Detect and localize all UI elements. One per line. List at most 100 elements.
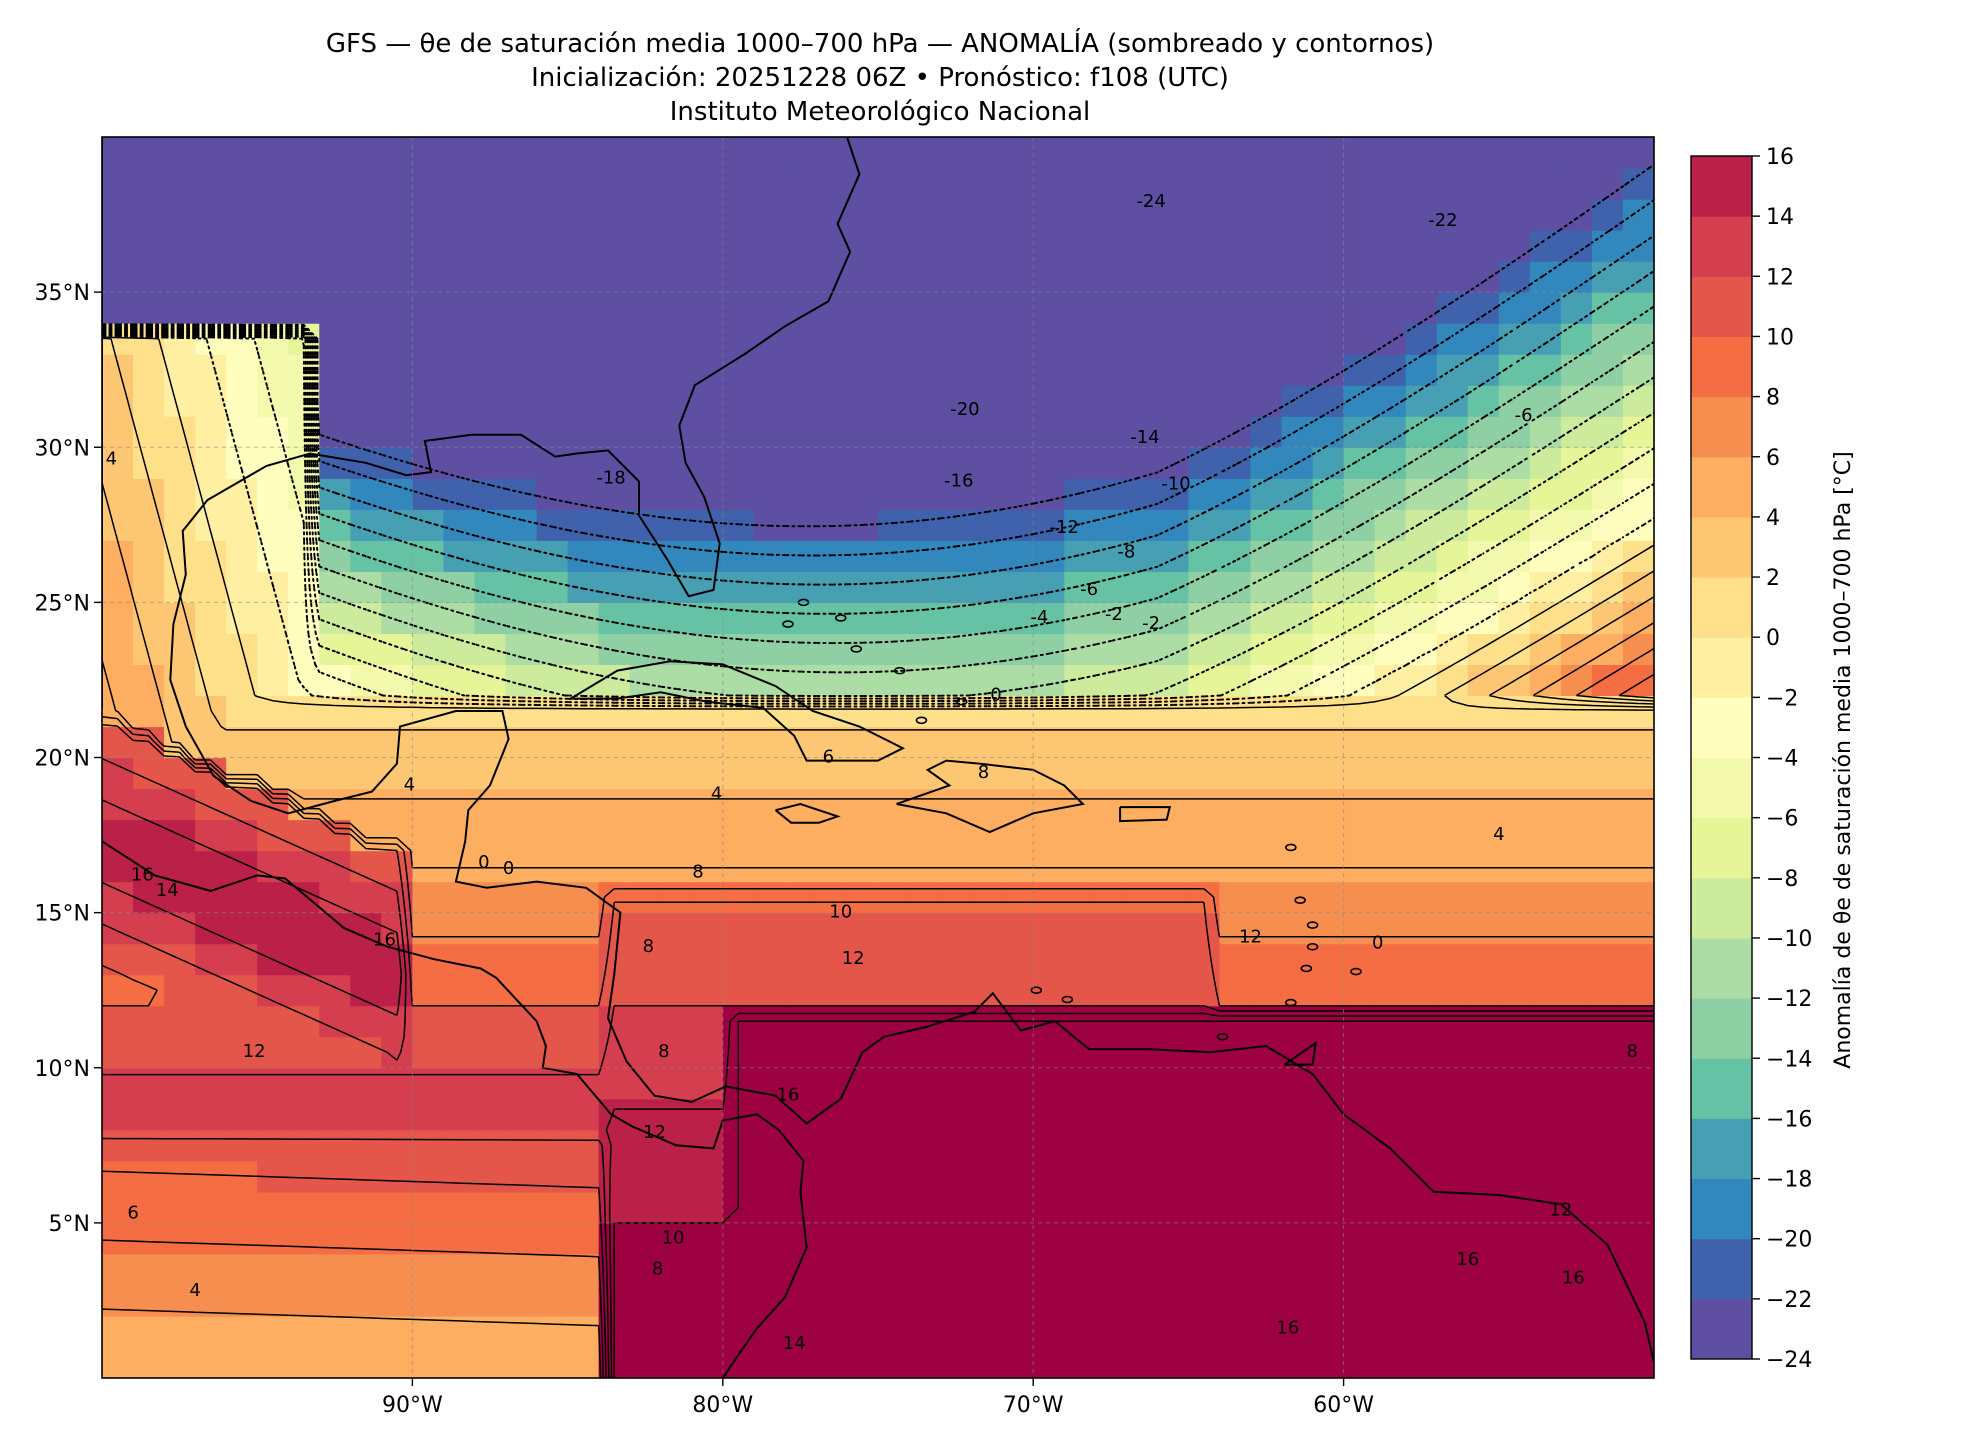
field-cell	[1250, 168, 1283, 200]
field-cell	[505, 1160, 538, 1193]
field-cell	[909, 633, 941, 666]
field-cell	[1312, 416, 1345, 448]
field-cell	[629, 416, 662, 448]
field-cell	[1157, 1346, 1189, 1378]
field-cell	[1374, 726, 1407, 759]
field-cell	[567, 1129, 600, 1162]
field-cell	[133, 1036, 165, 1069]
field-cell	[1591, 757, 1624, 790]
field-cell	[505, 1005, 538, 1038]
field-cell	[567, 1005, 600, 1038]
field-cell	[381, 1315, 413, 1348]
field-cell	[567, 819, 600, 852]
field-cell	[815, 819, 848, 852]
field-cell	[443, 323, 476, 355]
map-axes: 90°W 80°W 70°W 60°W35°N30°N25°N20°N15°N10°N…	[35, 281, 1375, 1418]
field-cell	[1033, 1284, 1065, 1317]
field-cell	[567, 1098, 600, 1131]
field-cell	[350, 199, 382, 231]
field-cell	[257, 1036, 289, 1069]
field-cell	[1467, 1346, 1500, 1378]
coastline	[896, 759, 1085, 834]
field-cell	[1591, 819, 1624, 852]
field-cell	[784, 230, 817, 262]
field-cell	[1064, 1098, 1096, 1131]
field-cell	[971, 788, 1003, 821]
field-cell	[1560, 137, 1593, 169]
field-cell	[846, 664, 879, 697]
field-cell	[1405, 1129, 1438, 1162]
field-cell	[505, 478, 538, 510]
field-cell	[443, 726, 476, 759]
field-cell	[1064, 416, 1096, 448]
field-cell	[1033, 788, 1065, 821]
field-cell	[226, 664, 258, 697]
field-cell	[1529, 726, 1562, 759]
field-cell	[1622, 540, 1654, 572]
field-cell	[909, 1129, 941, 1162]
field-cell	[1591, 633, 1624, 666]
field-cell	[1560, 292, 1593, 324]
field-cell	[443, 1222, 476, 1255]
field-cell	[412, 385, 445, 417]
field-cell	[1064, 664, 1096, 697]
field-cell	[381, 416, 413, 448]
field-cell	[722, 478, 755, 510]
field-cell	[133, 1253, 165, 1286]
field-cell	[195, 1284, 227, 1317]
field-cell	[1529, 509, 1562, 541]
field-cell	[443, 1253, 476, 1286]
contour-level	[102, 336, 1654, 710]
contour-label: 4	[106, 449, 117, 470]
field-cell	[940, 168, 972, 200]
field-cell	[784, 633, 817, 666]
field-cell	[722, 974, 755, 1007]
field-cell	[412, 850, 445, 883]
field-cell	[1188, 1098, 1221, 1131]
field-cell	[1560, 1067, 1593, 1100]
field-cell	[1312, 199, 1345, 231]
contour-label: 8	[643, 936, 654, 957]
field-cell	[1529, 199, 1562, 231]
colorbar-segment	[1691, 577, 1752, 638]
field-cell	[1343, 943, 1376, 976]
field-cell	[1498, 1036, 1531, 1069]
field-cell	[909, 447, 941, 479]
field-cell	[1281, 788, 1314, 821]
field-cell	[1157, 1036, 1189, 1069]
field-cell	[846, 168, 879, 200]
field-cell	[940, 1098, 972, 1131]
field-cell	[257, 478, 289, 510]
field-cell	[288, 974, 320, 1007]
field-cell	[133, 1098, 165, 1131]
field-cell	[1281, 1098, 1314, 1131]
field-cell	[1281, 292, 1314, 324]
field-cell	[350, 1036, 382, 1069]
contour-label: -18	[596, 467, 625, 488]
field-cell	[443, 385, 476, 417]
field-cell	[536, 726, 569, 759]
field-cell	[1343, 974, 1376, 1007]
field-cell	[1002, 509, 1034, 541]
field-cell	[846, 602, 879, 634]
field-cell	[1064, 1129, 1096, 1162]
field-cell	[1281, 261, 1314, 293]
field-cell	[753, 1191, 786, 1224]
field-cell	[505, 1346, 538, 1378]
field-cell	[815, 168, 848, 200]
field-cell	[505, 819, 538, 852]
field-cell	[878, 695, 910, 728]
field-cell	[846, 1346, 879, 1378]
field-cell	[1064, 757, 1096, 790]
field-cell	[443, 819, 476, 852]
field-cell	[133, 1005, 165, 1038]
field-cell	[1281, 1191, 1314, 1224]
field-cell	[971, 602, 1003, 634]
field-cell	[381, 385, 413, 417]
field-cell	[1622, 385, 1654, 417]
field-cell	[691, 416, 724, 448]
field-cell	[878, 1067, 910, 1100]
field-cell	[319, 695, 351, 728]
field-cell	[878, 912, 910, 945]
